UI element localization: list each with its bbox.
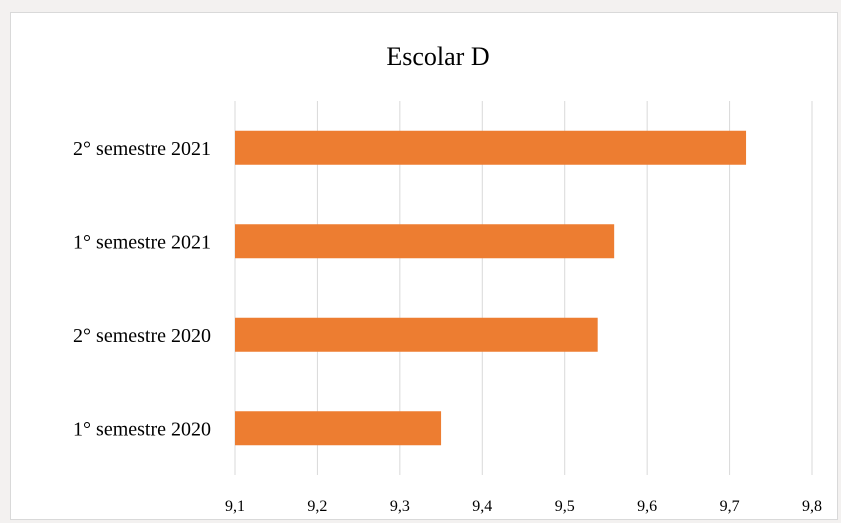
bar — [235, 224, 615, 259]
category-label: 1° semestre 2021 — [73, 231, 211, 253]
category-label: 2° semestre 2020 — [73, 325, 211, 347]
x-tick-label: 9,3 — [390, 498, 410, 515]
chart-svg: Escolar D 2° semestre 2021 1° semestre 20… — [73, 42, 822, 515]
category-label: 2° semestre 2021 — [73, 138, 211, 160]
chart-area: Escolar D 2° semestre 2021 1° semestre 20… — [10, 12, 838, 520]
x-tick-label: 9,7 — [720, 498, 740, 515]
x-axis-tick-labels: 9,1 9,2 9,3 9,4 9,5 9,6 9,7 9,8 — [225, 498, 822, 515]
category-label: 1° semestre 2020 — [73, 418, 211, 440]
x-tick-label: 9,8 — [802, 498, 822, 515]
category-labels: 2° semestre 2021 1° semestre 2021 2° semes… — [73, 138, 211, 441]
x-tick-label: 9,6 — [637, 498, 657, 515]
x-tick-label: 9,2 — [307, 498, 327, 515]
x-tick-label: 9,4 — [472, 498, 492, 515]
x-tick-label: 9,1 — [225, 498, 245, 515]
bars — [235, 130, 747, 446]
chart-title: Escolar D — [386, 42, 489, 71]
bar — [235, 411, 442, 446]
bar — [235, 317, 598, 352]
x-tick-label: 9,5 — [555, 498, 575, 515]
bar — [235, 130, 747, 165]
